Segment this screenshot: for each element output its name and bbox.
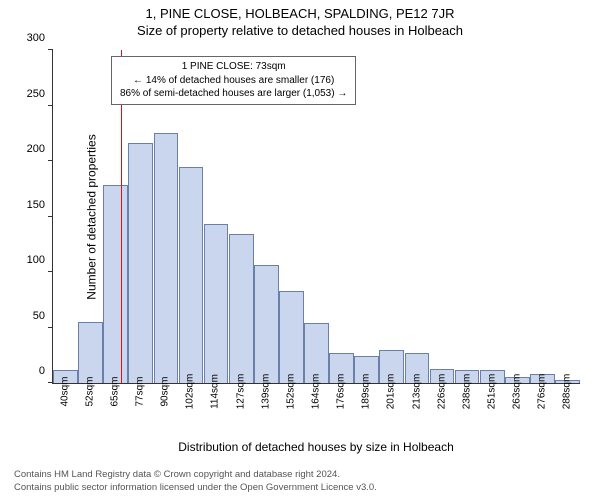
x-tick-label: 152sqm	[285, 374, 296, 410]
x-tick: 102sqm	[178, 384, 203, 420]
histogram-bar	[154, 133, 179, 383]
y-tick-label: 150	[27, 199, 45, 211]
y-tick-label: 100	[27, 254, 45, 266]
title-block: 1, PINE CLOSE, HOLBEACH, SPALDING, PE12 …	[0, 0, 600, 38]
x-tick: 52sqm	[77, 384, 102, 420]
y-tick	[48, 382, 53, 383]
x-tick-label: 263sqm	[512, 374, 523, 410]
y-tick-label: 200	[27, 143, 45, 155]
x-tick-label: 114sqm	[210, 374, 221, 409]
info-line-1: 1 PINE CLOSE: 73sqm	[120, 60, 347, 74]
y-tick	[48, 105, 53, 106]
x-tick: 152sqm	[278, 384, 303, 420]
plot-region: Number of detached properties 1 PINE CLO…	[52, 50, 580, 384]
y-tick	[48, 327, 53, 328]
x-tick: 164sqm	[303, 384, 328, 420]
x-tick: 90sqm	[153, 384, 178, 420]
x-tick-row: 40sqm52sqm65sqm77sqm90sqm102sqm114sqm127…	[52, 384, 580, 420]
x-tick: 226sqm	[429, 384, 454, 420]
x-tick-label: 288sqm	[562, 374, 573, 410]
footer-line-1: Contains HM Land Registry data © Crown c…	[14, 469, 377, 481]
x-tick-label: 102sqm	[185, 374, 196, 410]
x-tick-label: 127sqm	[235, 374, 246, 410]
x-tick: 238sqm	[454, 384, 479, 420]
x-tick-label: 213sqm	[411, 374, 422, 410]
chart-area: Number of detached properties 1 PINE CLO…	[52, 50, 580, 420]
histogram-bar	[254, 265, 279, 383]
attribution-footer: Contains HM Land Registry data © Crown c…	[14, 469, 377, 494]
info-line-2: ← 14% of detached houses are smaller (17…	[120, 74, 347, 88]
y-tick-label: 300	[27, 32, 45, 44]
x-tick-label: 40sqm	[59, 376, 70, 406]
footer-line-2: Contains public sector information licen…	[14, 482, 377, 494]
x-tick-label: 176sqm	[336, 374, 347, 410]
x-tick-label: 276sqm	[537, 374, 548, 410]
y-tick	[48, 160, 53, 161]
histogram-bar	[78, 322, 103, 383]
histogram-bar	[103, 185, 128, 383]
x-tick-label: 90sqm	[160, 376, 171, 406]
x-tick: 65sqm	[102, 384, 127, 420]
x-tick: 127sqm	[228, 384, 253, 420]
x-tick: 77sqm	[127, 384, 152, 420]
x-tick-label: 164sqm	[310, 374, 321, 410]
chart-subtitle: Size of property relative to detached ho…	[0, 23, 600, 38]
x-tick-label: 251sqm	[486, 374, 497, 410]
x-tick: 213sqm	[404, 384, 429, 420]
x-tick: 251sqm	[479, 384, 504, 420]
info-box: 1 PINE CLOSE: 73sqm ← 14% of detached ho…	[111, 56, 356, 105]
x-tick-label: 201sqm	[386, 374, 397, 410]
y-tick	[48, 216, 53, 217]
x-tick-label: 189sqm	[361, 374, 372, 410]
x-tick: 276sqm	[530, 384, 555, 420]
info-line-3: 86% of semi-detached houses are larger (…	[120, 87, 347, 101]
x-tick: 189sqm	[354, 384, 379, 420]
histogram-bar	[229, 234, 254, 383]
y-tick-label: 0	[39, 365, 45, 377]
x-tick: 201sqm	[379, 384, 404, 420]
x-axis-label: Distribution of detached houses by size …	[178, 440, 454, 454]
x-tick-label: 52sqm	[84, 376, 95, 406]
x-tick: 40sqm	[52, 384, 77, 420]
x-tick: 176sqm	[329, 384, 354, 420]
x-tick: 139sqm	[253, 384, 278, 420]
y-tick-label: 250	[27, 88, 45, 100]
histogram-bar	[179, 167, 204, 383]
x-tick: 288sqm	[555, 384, 580, 420]
address-line: 1, PINE CLOSE, HOLBEACH, SPALDING, PE12 …	[0, 6, 600, 21]
histogram-bar	[279, 291, 304, 383]
histogram-bar	[204, 224, 229, 383]
y-tick-label: 50	[33, 310, 45, 322]
x-tick-label: 226sqm	[436, 374, 447, 410]
x-tick: 114sqm	[203, 384, 228, 420]
x-tick-label: 139sqm	[260, 374, 271, 410]
histogram-bar	[128, 143, 153, 383]
x-tick-label: 77sqm	[134, 376, 145, 406]
x-tick-label: 65sqm	[109, 376, 120, 406]
y-tick	[48, 271, 53, 272]
x-tick: 263sqm	[505, 384, 530, 420]
x-tick-label: 238sqm	[461, 374, 472, 410]
y-tick	[48, 49, 53, 50]
